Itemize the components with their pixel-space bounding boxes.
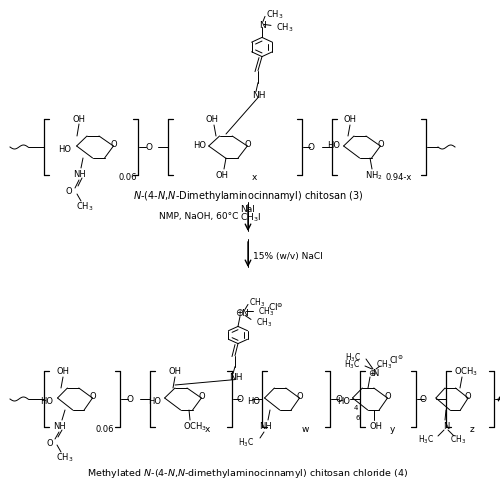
Text: $N$-(4-$N$,$N$-Dimethylaminocinnamyl) chitosan (3): $N$-(4-$N$,$N$-Dimethylaminocinnamyl) ch… <box>132 189 364 203</box>
Text: OCH$_3$: OCH$_3$ <box>183 420 207 432</box>
Text: HO: HO <box>58 145 71 154</box>
Text: CH$_3$: CH$_3$ <box>376 358 392 370</box>
Text: O: O <box>336 394 342 404</box>
Text: O: O <box>66 187 72 196</box>
Text: z: z <box>470 424 475 434</box>
Text: N: N <box>443 422 449 431</box>
Text: HO: HO <box>328 141 340 150</box>
Text: CH$_3$: CH$_3$ <box>249 296 265 308</box>
Text: y: y <box>390 424 396 434</box>
Text: H$_3$C: H$_3$C <box>418 433 434 445</box>
Text: 0.06: 0.06 <box>118 173 137 182</box>
Text: O: O <box>244 140 252 149</box>
Text: HO: HO <box>194 141 206 150</box>
Text: NMP, NaOH, 60°C: NMP, NaOH, 60°C <box>158 212 238 221</box>
Text: w: w <box>302 424 310 434</box>
Text: CH$_3$: CH$_3$ <box>450 433 466 445</box>
Text: OH: OH <box>168 367 181 376</box>
Text: H$_3$C: H$_3$C <box>344 358 360 370</box>
Text: NH$_2$: NH$_2$ <box>365 169 383 182</box>
Text: ⊕: ⊕ <box>368 369 376 378</box>
Text: HO: HO <box>40 397 54 406</box>
Text: CH$_3$I: CH$_3$I <box>240 212 261 224</box>
Text: x: x <box>205 424 210 434</box>
Text: ⊕: ⊕ <box>235 308 243 318</box>
Text: O: O <box>464 392 471 401</box>
Text: NH: NH <box>72 170 86 179</box>
Text: 0.06: 0.06 <box>95 424 114 434</box>
Text: NH: NH <box>230 372 243 381</box>
Text: OH: OH <box>72 114 86 123</box>
Text: O: O <box>146 143 152 152</box>
Text: CH$_3$: CH$_3$ <box>258 304 274 317</box>
Text: N: N <box>372 369 378 378</box>
Text: N: N <box>258 21 266 30</box>
Text: OH: OH <box>56 367 70 376</box>
Text: H$_3$C: H$_3$C <box>238 436 254 448</box>
Text: O: O <box>236 394 244 404</box>
Text: OH: OH <box>370 422 382 431</box>
Text: OCH$_3$: OCH$_3$ <box>454 365 478 378</box>
Text: H$_3$C: H$_3$C <box>344 351 361 363</box>
Text: HO: HO <box>248 397 260 406</box>
Text: O: O <box>420 394 426 404</box>
Text: HO: HO <box>338 397 350 406</box>
Text: O: O <box>384 392 392 401</box>
Text: CH$_3$: CH$_3$ <box>76 200 94 213</box>
Text: CH$_3$: CH$_3$ <box>256 316 272 328</box>
Text: NH: NH <box>52 422 66 431</box>
Text: O: O <box>308 143 314 152</box>
Text: NaI: NaI <box>240 205 255 214</box>
Text: O: O <box>296 392 304 401</box>
Text: CH$_3$: CH$_3$ <box>56 451 74 463</box>
Text: OH: OH <box>206 115 218 124</box>
Text: 0.94-x: 0.94-x <box>385 173 411 182</box>
Text: Methylated $N$-(4-$N$,$N$-dimethylaminocinnamyl) chitosan chloride (4): Methylated $N$-(4-$N$,$N$-dimethylaminoc… <box>88 467 408 480</box>
Text: O: O <box>126 394 134 404</box>
Text: x: x <box>252 173 258 182</box>
Text: Cl$^{⊖}$: Cl$^{⊖}$ <box>388 353 404 365</box>
Text: NH: NH <box>260 422 272 431</box>
Text: N: N <box>240 308 248 318</box>
Text: HO: HO <box>148 397 162 406</box>
Text: O: O <box>46 439 54 448</box>
Text: Cl$^{⊖}$: Cl$^{⊖}$ <box>268 301 284 313</box>
Text: 15% (w/v) NaCl: 15% (w/v) NaCl <box>253 251 323 260</box>
Text: OH: OH <box>216 171 228 180</box>
Text: O: O <box>110 140 117 149</box>
Text: OH: OH <box>344 115 356 124</box>
Text: CH$_3$: CH$_3$ <box>276 21 293 33</box>
Text: CH$_3$: CH$_3$ <box>266 8 283 21</box>
Text: O: O <box>198 392 205 401</box>
Text: 6: 6 <box>356 414 360 420</box>
Text: O: O <box>90 392 96 401</box>
Text: NH: NH <box>252 91 266 100</box>
Text: O: O <box>378 140 384 149</box>
Text: 4: 4 <box>354 404 358 410</box>
